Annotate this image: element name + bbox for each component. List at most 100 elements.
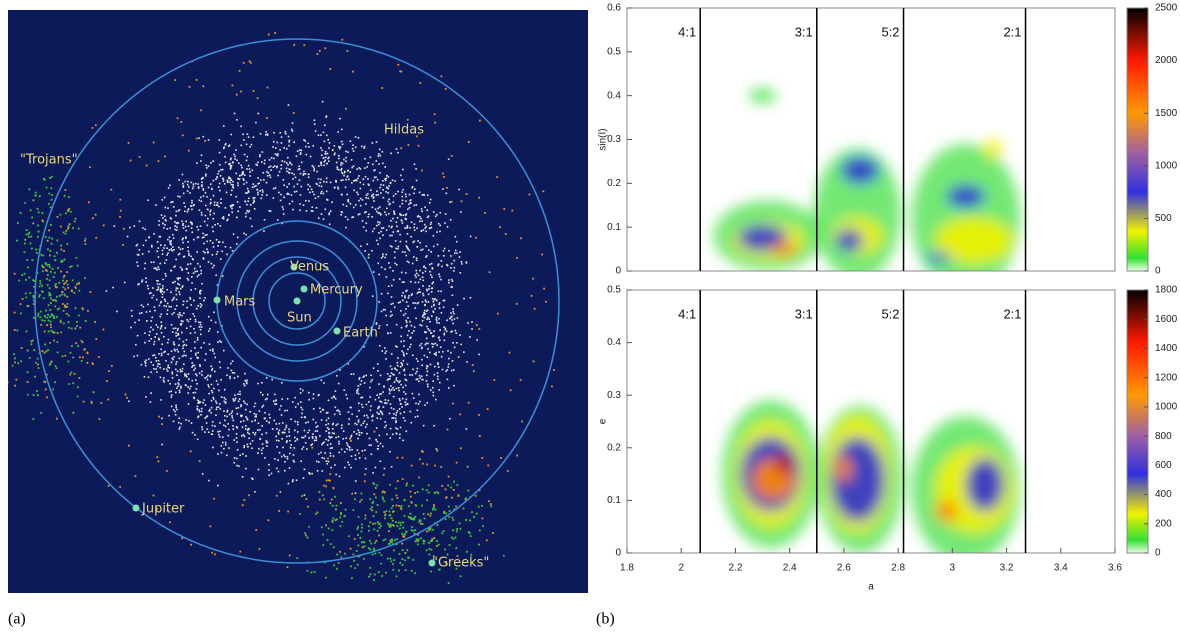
asteroid [281, 160, 284, 162]
asteroid [39, 280, 42, 282]
asteroid [144, 362, 147, 365]
asteroid [357, 516, 360, 518]
asteroid [223, 424, 225, 427]
asteroid [341, 143, 344, 146]
asteroid [242, 434, 245, 436]
asteroid [300, 185, 303, 188]
asteroid [385, 213, 388, 216]
asteroid [194, 270, 197, 273]
asteroid [317, 134, 320, 136]
asteroid [70, 371, 73, 374]
asteroid [151, 245, 153, 248]
asteroid [375, 160, 378, 162]
asteroid [189, 263, 192, 265]
asteroid [292, 454, 295, 456]
asteroid [177, 209, 180, 212]
asteroid [222, 349, 225, 352]
asteroid [499, 226, 501, 229]
asteroid [151, 316, 154, 319]
asteroid [395, 420, 397, 422]
asteroid [50, 302, 52, 304]
asteroid [389, 403, 392, 405]
asteroid [385, 253, 388, 256]
asteroid [33, 285, 35, 288]
asteroid [222, 215, 225, 218]
asteroid [456, 317, 459, 319]
asteroid [272, 146, 274, 148]
asteroid [373, 493, 376, 496]
asteroid [347, 535, 350, 538]
asteroid [360, 492, 363, 495]
asteroid [185, 339, 188, 341]
asteroid [152, 494, 155, 497]
asteroid [389, 437, 392, 439]
asteroid [243, 435, 246, 438]
asteroid [281, 438, 283, 440]
asteroid [421, 276, 424, 278]
asteroid [440, 355, 443, 358]
asteroid [413, 192, 415, 195]
asteroid [178, 389, 181, 392]
asteroid [82, 400, 85, 403]
asteroid [404, 552, 407, 554]
asteroid [305, 421, 307, 424]
asteroid [351, 166, 354, 169]
asteroid [387, 399, 390, 402]
asteroid [303, 139, 305, 141]
asteroid [286, 192, 289, 195]
asteroid [346, 444, 349, 446]
asteroid [389, 202, 391, 205]
asteroid [266, 393, 269, 396]
asteroid [412, 368, 414, 371]
asteroid [176, 221, 179, 224]
asteroid [227, 218, 229, 221]
asteroid [129, 226, 131, 229]
asteroid [408, 516, 411, 519]
asteroid [451, 280, 454, 282]
asteroid [148, 292, 151, 295]
asteroid [81, 307, 84, 310]
asteroid [450, 331, 452, 333]
asteroid [175, 332, 177, 334]
asteroid [433, 113, 436, 116]
asteroid [430, 251, 433, 253]
asteroid [413, 532, 416, 535]
asteroid [374, 466, 377, 469]
asteroid [448, 387, 450, 389]
asteroid [186, 306, 188, 309]
asteroid [378, 434, 381, 437]
asteroid [416, 215, 419, 218]
asteroid [436, 449, 439, 452]
asteroid [324, 156, 327, 159]
asteroid [257, 191, 259, 194]
asteroid [249, 217, 252, 220]
asteroid [255, 529, 258, 531]
asteroid [335, 179, 337, 182]
asteroid [402, 299, 404, 302]
asteroid [345, 393, 348, 396]
asteroid [431, 342, 433, 345]
asteroid [186, 211, 189, 213]
asteroid [339, 147, 341, 150]
asteroid [214, 553, 216, 556]
asteroid [380, 392, 382, 395]
asteroid [397, 245, 400, 248]
asteroid [372, 197, 375, 199]
asteroid [350, 565, 353, 568]
asteroid [340, 214, 342, 216]
asteroid [357, 385, 360, 387]
asteroid [404, 312, 407, 315]
asteroid [410, 281, 412, 283]
asteroid [243, 446, 246, 449]
asteroid [282, 208, 285, 211]
asteroid [426, 288, 428, 291]
asteroid [48, 292, 51, 294]
asteroid [478, 328, 481, 330]
x-tick-label: 3 [950, 563, 956, 574]
asteroid [349, 171, 352, 173]
asteroid [323, 140, 326, 143]
asteroid [243, 153, 246, 156]
asteroid [387, 332, 389, 334]
asteroid [265, 117, 268, 119]
asteroid [211, 421, 214, 423]
